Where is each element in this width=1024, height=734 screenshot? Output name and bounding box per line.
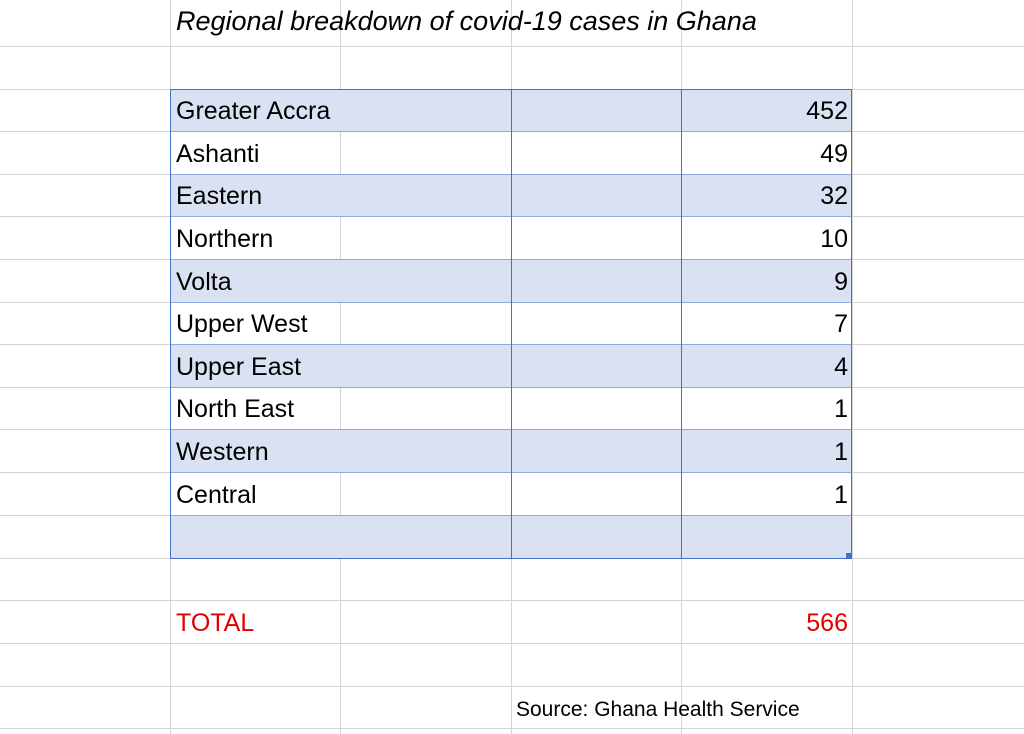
region-cell[interactable]: Central (176, 481, 257, 509)
cases-cell[interactable]: 1 (834, 395, 848, 423)
cases-cell[interactable]: 1 (834, 438, 848, 466)
region-cell[interactable]: Western (176, 438, 269, 466)
cases-cell[interactable]: 49 (820, 140, 848, 168)
region-cell[interactable]: North East (176, 395, 295, 423)
cases-cell[interactable]: 10 (820, 225, 848, 253)
cases-cell[interactable]: 1 (834, 481, 848, 509)
sheet-title[interactable]: Regional breakdown of covid-19 cases in … (176, 6, 757, 36)
region-cell[interactable]: Upper West (176, 310, 308, 338)
cases-cell[interactable]: 7 (834, 310, 848, 338)
cases-cell[interactable]: 9 (834, 268, 848, 296)
total-label[interactable]: TOTAL (176, 609, 255, 637)
region-cell[interactable]: Greater Accra (176, 97, 331, 125)
row-line (0, 728, 1024, 729)
table-column-divider (511, 89, 512, 559)
row-line (0, 600, 1024, 601)
row-line (0, 686, 1024, 687)
region-cell[interactable]: Upper East (176, 353, 302, 381)
column-line (852, 0, 853, 734)
region-cell[interactable]: Ashanti (176, 140, 260, 168)
cases-cell[interactable]: 452 (806, 97, 848, 125)
region-cell[interactable]: Volta (176, 268, 232, 296)
cases-cell[interactable]: 32 (820, 182, 848, 210)
source-note[interactable]: Source: Ghana Health Service (516, 698, 800, 721)
row-line (0, 643, 1024, 644)
region-cell[interactable]: Northern (176, 225, 274, 253)
table-resize-handle[interactable] (846, 553, 852, 559)
cases-cell[interactable]: 4 (834, 353, 848, 381)
total-value[interactable]: 566 (806, 609, 848, 637)
region-cell[interactable]: Eastern (176, 182, 263, 210)
row-line (0, 46, 1024, 47)
table-column-divider (681, 89, 682, 559)
